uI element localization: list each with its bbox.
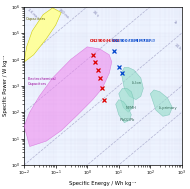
Y-axis label: Specific Power / W kg⁻¹: Specific Power / W kg⁻¹ — [3, 55, 9, 116]
Polygon shape — [24, 8, 61, 62]
Polygon shape — [24, 47, 112, 146]
Text: CN2900/H$_2$SO$_4$: CN2900/H$_2$SO$_4$ — [89, 37, 120, 45]
Text: 3.6 ms: 3.6 ms — [27, 8, 38, 19]
Polygon shape — [116, 100, 131, 123]
Text: 360 ms: 360 ms — [58, 8, 70, 19]
Text: Ni/MH: Ni/MH — [126, 106, 137, 110]
Text: Capacitors: Capacitors — [25, 17, 46, 21]
Text: 10 h: 10 h — [173, 43, 181, 51]
Polygon shape — [121, 67, 143, 100]
Text: PbO$_2$/Pb: PbO$_2$/Pb — [119, 116, 135, 124]
X-axis label: Specific Energy / Wh kg⁻¹: Specific Energy / Wh kg⁻¹ — [69, 180, 137, 186]
Text: Li-Ion: Li-Ion — [131, 81, 141, 85]
Text: Li-primary: Li-primary — [158, 106, 177, 110]
Text: CN2900/[BMIM][BF$_4$]: CN2900/[BMIM][BF$_4$] — [111, 37, 156, 45]
Polygon shape — [119, 88, 134, 112]
Text: Electrochemical
Capacitors: Electrochemical Capacitors — [28, 77, 56, 86]
Polygon shape — [150, 90, 172, 116]
Text: 36 s: 36 s — [91, 10, 99, 17]
Text: 1h: 1h — [172, 20, 178, 26]
